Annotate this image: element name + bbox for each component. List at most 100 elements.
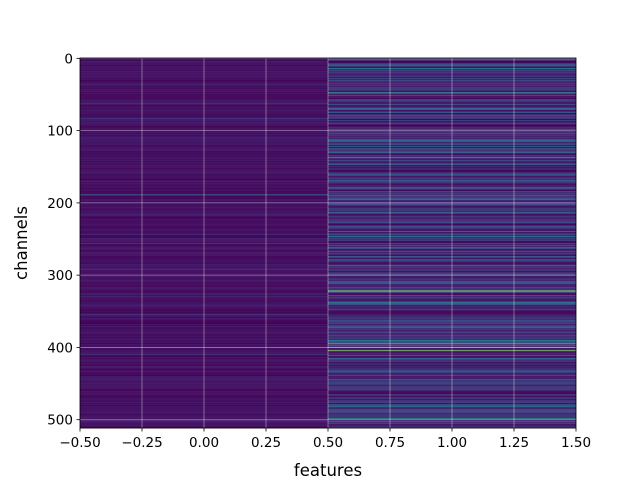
heatmap-cell bbox=[328, 355, 576, 357]
heatmap-cell bbox=[328, 152, 576, 154]
heatmap-cell bbox=[328, 399, 576, 401]
heatmap-cell bbox=[328, 347, 576, 349]
heatmap-cell bbox=[80, 177, 328, 180]
heatmap-cell bbox=[328, 254, 576, 256]
heatmap-cell bbox=[328, 177, 576, 180]
heatmap-cell bbox=[80, 289, 328, 291]
heatmap-cell bbox=[80, 267, 328, 269]
heatmap-cell bbox=[80, 161, 328, 163]
heatmap-cell bbox=[328, 403, 576, 405]
heatmap-cell bbox=[328, 139, 576, 141]
heatmap-cell bbox=[80, 170, 328, 172]
heatmap-cell bbox=[80, 76, 328, 78]
heatmap-cell bbox=[80, 60, 328, 62]
heatmap-cell bbox=[328, 191, 576, 193]
heatmap-cell bbox=[80, 239, 328, 241]
heatmap-cell bbox=[328, 90, 576, 92]
heatmap-cell bbox=[328, 81, 576, 83]
heatmap-cell bbox=[80, 365, 328, 367]
heatmap-cell bbox=[328, 262, 576, 264]
heatmap-cell bbox=[80, 84, 328, 86]
heatmap-cell bbox=[80, 222, 328, 224]
heatmap-cell bbox=[328, 274, 576, 276]
heatmap-cell bbox=[328, 219, 576, 221]
heatmap-cell bbox=[328, 361, 576, 363]
heatmap-cell bbox=[328, 234, 576, 236]
heatmap-cell bbox=[328, 266, 576, 268]
heatmap-cell bbox=[328, 279, 576, 281]
heatmap-cell bbox=[80, 164, 328, 167]
heatmap-cell bbox=[328, 113, 576, 115]
heatmap-cell bbox=[80, 313, 328, 315]
heatmap-cell bbox=[328, 338, 576, 340]
heatmap-cell bbox=[328, 269, 576, 271]
heatmap-cell bbox=[80, 82, 328, 84]
heatmap-cell bbox=[80, 125, 328, 127]
heatmap-cell bbox=[328, 194, 576, 196]
heatmap-cell bbox=[328, 106, 576, 108]
y-axis-ticks: 0 100 200 300 400 500 bbox=[47, 51, 80, 429]
heatmap-cell bbox=[80, 243, 328, 245]
heatmap-cell bbox=[80, 220, 328, 222]
heatmap-cell bbox=[328, 230, 576, 232]
heatmap-cell bbox=[328, 310, 576, 313]
heatmap-cell bbox=[328, 156, 576, 158]
heatmap-cell bbox=[328, 347, 576, 349]
heatmap-cell bbox=[328, 363, 576, 365]
heatmap-cell bbox=[80, 331, 328, 333]
heatmap-cell bbox=[328, 383, 576, 385]
heatmap-cell bbox=[328, 412, 576, 414]
heatmap-cell bbox=[80, 392, 328, 394]
heatmap-cell bbox=[328, 159, 576, 161]
heatmap-cell bbox=[328, 179, 576, 181]
heatmap-cell bbox=[328, 281, 576, 283]
heatmap-cell bbox=[328, 294, 576, 296]
heatmap-cell bbox=[328, 123, 576, 125]
heatmap-cell bbox=[80, 159, 328, 161]
heatmap-cell bbox=[80, 223, 328, 225]
heatmap-cell bbox=[328, 232, 576, 234]
heatmap-cell bbox=[80, 151, 328, 154]
heatmap-cell bbox=[80, 255, 328, 257]
heatmap-cell bbox=[328, 351, 576, 353]
heatmap-cell bbox=[328, 376, 576, 378]
heatmap-cell bbox=[328, 154, 576, 156]
heatmap-cell bbox=[80, 96, 328, 98]
heatmap-cell bbox=[328, 124, 576, 126]
heatmap-cell bbox=[80, 229, 328, 231]
heatmap-cell bbox=[328, 325, 576, 327]
heatmap-cell bbox=[80, 108, 328, 110]
heatmap-cell bbox=[80, 228, 328, 230]
heatmap-cell bbox=[328, 170, 576, 172]
heatmap-cell bbox=[80, 209, 328, 211]
heatmap-cell bbox=[80, 321, 328, 323]
heatmap-cell bbox=[80, 100, 328, 102]
heatmap-cell bbox=[80, 420, 328, 422]
heatmap-cell bbox=[328, 157, 576, 159]
heatmap-cell bbox=[328, 329, 576, 331]
heatmap-cell bbox=[80, 212, 328, 214]
heatmap-cell bbox=[80, 321, 328, 323]
heatmap-cell bbox=[80, 131, 328, 133]
heatmap-cell bbox=[328, 88, 576, 90]
heatmap-cell bbox=[328, 323, 576, 326]
heatmap-cell bbox=[80, 188, 328, 190]
heatmap-cell bbox=[80, 412, 328, 414]
heatmap-cell bbox=[328, 331, 576, 333]
heatmap-cell bbox=[80, 364, 328, 366]
heatmap-cell bbox=[328, 198, 576, 200]
heatmap-cell bbox=[80, 291, 328, 293]
heatmap-cell bbox=[80, 105, 328, 107]
heatmap-cell bbox=[328, 149, 576, 151]
heatmap-cell bbox=[328, 134, 576, 136]
heatmap-cell bbox=[80, 310, 328, 313]
heatmap-cell bbox=[80, 366, 328, 368]
heatmap-cell bbox=[328, 353, 576, 355]
x-tick-label: 0.50 bbox=[313, 435, 343, 451]
heatmap-cell bbox=[328, 314, 576, 316]
heatmap-cell bbox=[328, 373, 576, 375]
heatmap-cell bbox=[80, 368, 328, 370]
heatmap-cell bbox=[80, 211, 328, 213]
heatmap-cell bbox=[328, 326, 576, 328]
heatmap-cell bbox=[328, 250, 576, 253]
